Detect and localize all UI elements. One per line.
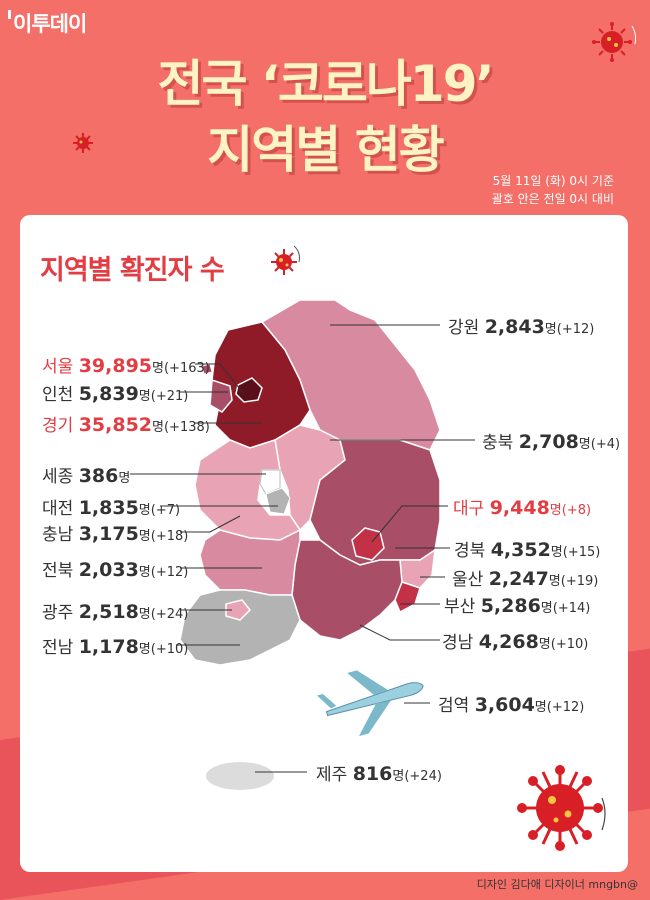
virus-icon xyxy=(73,133,93,153)
page-title-line1: 전국 ‘코로나19’ xyxy=(157,55,495,113)
label-jeju: 제주 816명(+24) xyxy=(316,763,442,785)
virus-icon xyxy=(592,22,637,62)
label-quarantine: 검역 3,604명(+12) xyxy=(438,694,585,716)
label-busan: 부산 5,286명(+14) xyxy=(444,595,591,617)
region-incheon-island xyxy=(201,363,213,375)
label-gwangju: 광주 2,518명(+24) xyxy=(42,601,189,623)
label-chungbuk: 충북 2,708명(+4) xyxy=(482,431,621,453)
region-daejeon xyxy=(265,487,291,515)
label-gyeongbuk: 경북 4,352명(+15) xyxy=(454,539,601,561)
leader-lines xyxy=(130,324,475,773)
date-line2: 괄호 안은 전일 0시 대비 xyxy=(491,192,614,206)
region-gwangju xyxy=(225,599,252,621)
label-sejong: 세종 386명 xyxy=(42,465,131,487)
label-gangwon: 강원 2,843명(+12) xyxy=(448,316,595,338)
virus-icon xyxy=(517,765,606,851)
credit-text: 디자인 김다애 디자이너 mngbn@ xyxy=(476,878,638,891)
label-ulsan: 울산 2,247명(+19) xyxy=(452,568,599,590)
region-jeonbuk xyxy=(199,528,301,596)
region-seoul xyxy=(235,377,263,403)
region-jeju xyxy=(206,762,274,790)
brand-logo: 이투데이 xyxy=(8,8,87,38)
label-jeonbuk: 전북 2,033명(+12) xyxy=(42,559,189,581)
label-daegu: 대구 9,448명(+8) xyxy=(453,497,592,519)
label-gyeonggi: 경기 35,852명(+138) xyxy=(42,414,210,436)
region-jeonnam xyxy=(179,589,301,666)
date-line1: 5월 11일 (화) 0시 기준 xyxy=(492,174,614,188)
airplane-icon xyxy=(317,670,424,737)
label-seoul: 서울 39,895명(+163) xyxy=(42,355,210,377)
region-chungnam xyxy=(194,439,302,541)
label-jeonnam: 전남 1,178명(+10) xyxy=(42,636,189,658)
page-title-line2: 지역별 현황 xyxy=(207,121,444,179)
region-daegu xyxy=(351,527,385,561)
label-chungnam: 충남 3,175명(+18) xyxy=(42,523,189,545)
label-daejeon: 대전 1,835명(+7) xyxy=(42,497,181,519)
label-gyeongnam: 경남 4,268명(+10) xyxy=(442,631,589,653)
label-incheon: 인천 5,839명(+21) xyxy=(42,383,189,405)
virus-icon xyxy=(271,245,300,275)
date-note: 5월 11일 (화) 0시 기준 괄호 안은 전일 0시 대비 xyxy=(492,172,614,208)
card-title: 지역별 확진자 수 xyxy=(40,255,225,286)
region-incheon xyxy=(209,378,233,413)
